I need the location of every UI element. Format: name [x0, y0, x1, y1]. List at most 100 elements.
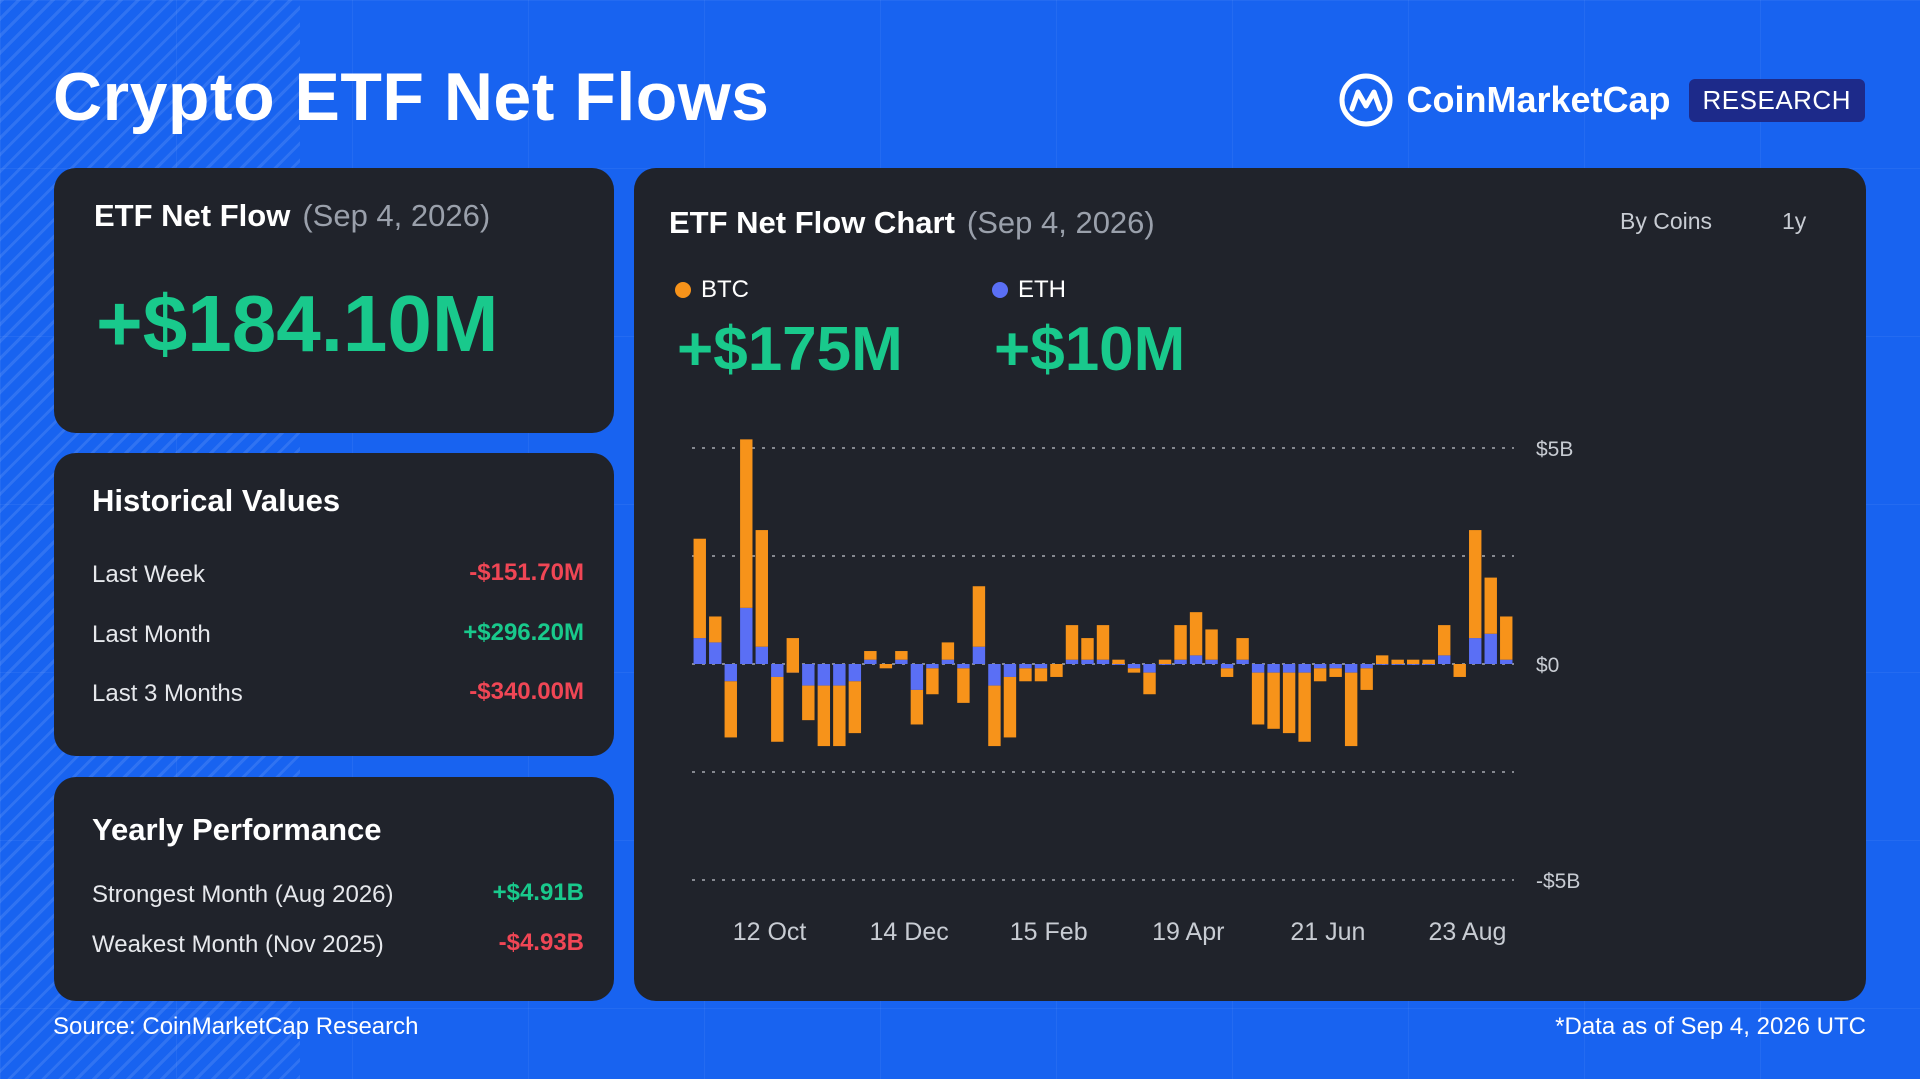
coinmarketcap-logo-icon [1339, 73, 1393, 127]
btc-bar [1267, 672, 1280, 729]
eth-bar [1220, 664, 1234, 669]
btc-bar [709, 616, 722, 643]
yearly-performance-card: Yearly Performance Strongest Month (Aug … [54, 777, 614, 1001]
eth-bar [724, 664, 737, 682]
btc-bar [1406, 659, 1420, 664]
btc-bar [1313, 668, 1327, 682]
btc-bar [1019, 668, 1032, 682]
btc-bar [1127, 668, 1141, 673]
btc-flow-value: +$175M [677, 315, 903, 384]
historical-row-label: Last Week [92, 561, 205, 588]
y-tick-label: $0 [1536, 654, 1559, 677]
btc-bar [879, 664, 893, 669]
eth-bar [1438, 655, 1451, 664]
btc-bar [755, 530, 768, 647]
eth-bar [1158, 664, 1172, 665]
eth-bar [709, 642, 722, 664]
btc-bar [1375, 655, 1389, 664]
eth-bar [1251, 664, 1265, 673]
x-tick-label: 15 Feb [1010, 918, 1088, 946]
historical-row-value: -$340.00M [469, 678, 584, 705]
btc-bar [1189, 612, 1203, 656]
eth-bar [1406, 664, 1420, 665]
eth-bar [1282, 664, 1296, 673]
net-flow-value: +$184.10M [96, 279, 499, 368]
eth-bar [1236, 659, 1249, 664]
btc-bar [771, 676, 784, 742]
legend-btc: BTC [675, 276, 749, 304]
eth-bar [1127, 664, 1141, 669]
eth-bar [1081, 659, 1094, 664]
eth-bar [988, 664, 1001, 686]
x-tick-label: 23 Aug [1429, 918, 1507, 946]
yearly-row-value: -$4.93B [498, 929, 584, 956]
btc-bar [957, 668, 970, 703]
btc-bar [848, 681, 862, 734]
btc-bar [1112, 659, 1125, 664]
btc-bar [1484, 577, 1497, 634]
btc-bar [693, 538, 706, 639]
eth-bar [1034, 664, 1048, 669]
legend-btc-label: BTC [701, 276, 749, 303]
historical-row-label: Last Month [92, 621, 211, 648]
btc-bar [1438, 625, 1451, 656]
by-coins-filter[interactable]: By Coins [1620, 208, 1713, 234]
eth-bar [864, 659, 877, 664]
btc-bar [941, 642, 955, 660]
net-flow-card: ETF Net Flow (Sep 4, 2026) +$184.10M [54, 168, 614, 433]
eth-bar [771, 664, 784, 677]
historical-values-card: Historical Values Last Week -$151.70M La… [54, 453, 614, 756]
btc-bar [1081, 638, 1094, 660]
eth-bar [1391, 664, 1404, 665]
btc-bar [802, 685, 815, 721]
eth-bar [1298, 664, 1311, 673]
historical-values-title: Historical Values [92, 483, 341, 518]
eth-bar [1112, 664, 1125, 665]
eth-bar [1469, 638, 1482, 664]
btc-bar [1050, 664, 1063, 677]
eth-dot-icon [992, 282, 1008, 298]
eth-bar [1003, 664, 1017, 677]
btc-bar [1298, 672, 1311, 742]
btc-bar [895, 651, 908, 660]
x-tick-label: 14 Dec [870, 918, 949, 946]
btc-bar [1096, 625, 1110, 660]
eth-bar [802, 664, 815, 686]
eth-bar [1375, 664, 1389, 665]
btc-dot-icon [675, 282, 691, 298]
btc-bar [817, 685, 831, 747]
btc-bar [1453, 664, 1466, 677]
x-tick-label: 21 Jun [1290, 918, 1365, 946]
historical-row-value: -$151.70M [469, 559, 584, 586]
y-tick-label: -$5B [1536, 870, 1580, 893]
eth-bar [1096, 659, 1110, 664]
eth-bar [1143, 664, 1156, 673]
brand: CoinMarketCap RESEARCH [1338, 72, 1865, 128]
brand-name: CoinMarketCap [1406, 79, 1671, 120]
page-title: Crypto ETF Net Flows [53, 59, 770, 135]
eth-bar [1344, 664, 1358, 673]
eth-bar [740, 607, 753, 664]
x-tick-label: 19 Apr [1152, 918, 1224, 946]
eth-bar [1313, 664, 1327, 669]
legend-eth-label: ETH [1018, 276, 1066, 303]
eth-bar [848, 664, 862, 682]
x-tick-label: 12 Oct [733, 918, 807, 946]
btc-bar [1329, 668, 1342, 677]
net-flow-chart-card: ETF Net Flow Chart (Sep 4, 2026) By Coins… [634, 168, 1866, 1001]
btc-bar [724, 681, 737, 738]
btc-bar [972, 586, 986, 647]
eth-bar [1189, 655, 1203, 664]
btc-bar [1422, 659, 1435, 664]
eth-bar [910, 664, 924, 690]
eth-bar [941, 659, 955, 664]
time-range-filter[interactable]: 1y [1782, 208, 1807, 234]
eth-bar [1019, 664, 1032, 669]
net-flow-date: (Sep 4, 2026) [302, 198, 491, 233]
btc-bar [1205, 629, 1218, 660]
eth-bar [1205, 659, 1218, 664]
btc-bar [864, 651, 877, 660]
yearly-row-label: Weakest Month (Nov 2025) [92, 931, 384, 958]
btc-bar [910, 689, 924, 725]
btc-bar [1158, 659, 1172, 664]
